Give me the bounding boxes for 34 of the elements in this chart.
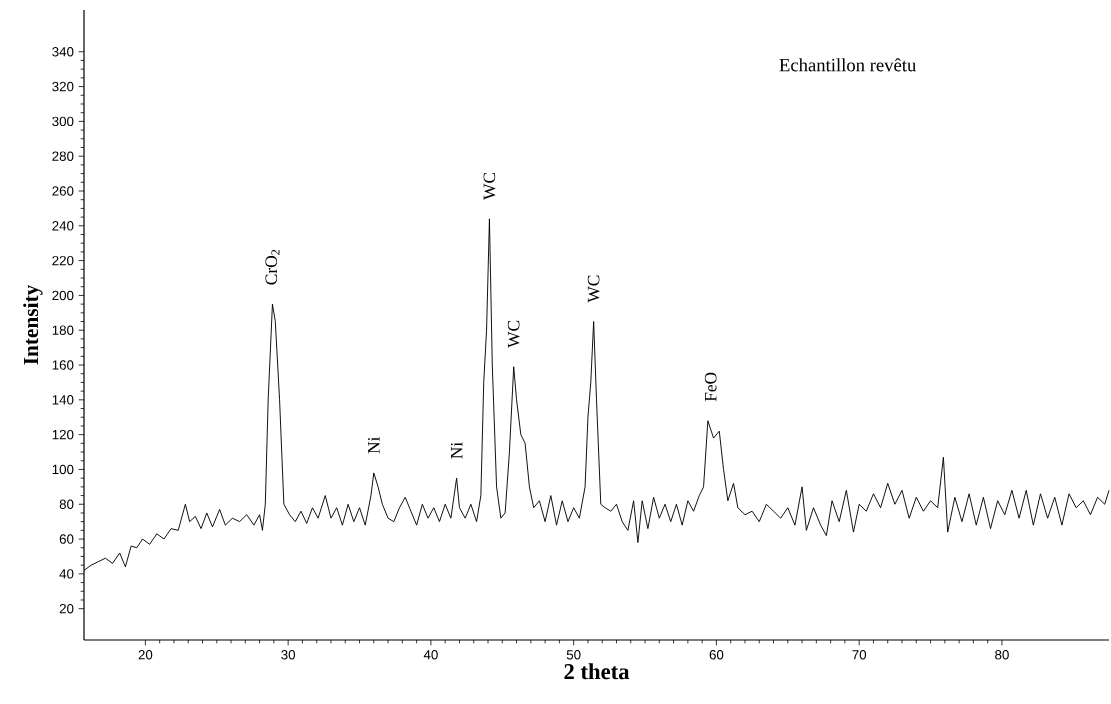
y-tick-label: 100 <box>52 464 74 475</box>
y-tick-label: 300 <box>52 116 74 127</box>
y-tick-label: 60 <box>59 534 74 544</box>
y-tick-label: 40 <box>59 569 74 579</box>
y-axis-title: Intensity <box>23 284 43 365</box>
x-tick-label: 30 <box>281 650 296 660</box>
y-tick-label: 320 <box>52 81 74 92</box>
x-tick-label: 80 <box>995 650 1009 660</box>
annotation: FeO <box>704 372 717 402</box>
annotation: WC <box>483 172 496 200</box>
annotation: Ni <box>450 442 463 459</box>
x-tick-label: 60 <box>709 650 724 660</box>
annotation: Ni <box>368 436 380 454</box>
y-tick-label: 80 <box>59 499 74 509</box>
annotation: WC <box>507 320 520 348</box>
x-tick-label: 20 <box>138 650 153 660</box>
y-tick-label: 200 <box>52 290 74 301</box>
x-tick-label: 70 <box>852 650 867 660</box>
x-tick-label: 40 <box>423 650 438 660</box>
x-tick-label: 50 <box>566 650 581 660</box>
y-tick-label: 140 <box>52 395 74 405</box>
y-tick-label: 340 <box>52 47 74 57</box>
annotation: WC <box>587 275 600 303</box>
annotation: CrO$_{2}$ <box>265 249 280 285</box>
y-tick-label: 20 <box>59 603 74 614</box>
y-tick-label: 260 <box>52 186 74 196</box>
y-tick-label: 280 <box>52 151 74 161</box>
y-tick-label: 240 <box>52 221 74 231</box>
y-tick-label: 180 <box>52 325 74 335</box>
x-axis-title: 2 theta <box>564 663 630 680</box>
annotation: Echantillon revêtu <box>779 58 917 72</box>
y-tick-label: 220 <box>52 255 74 266</box>
y-tick-label: 160 <box>52 360 74 370</box>
y-tick-label: 120 <box>52 429 74 440</box>
